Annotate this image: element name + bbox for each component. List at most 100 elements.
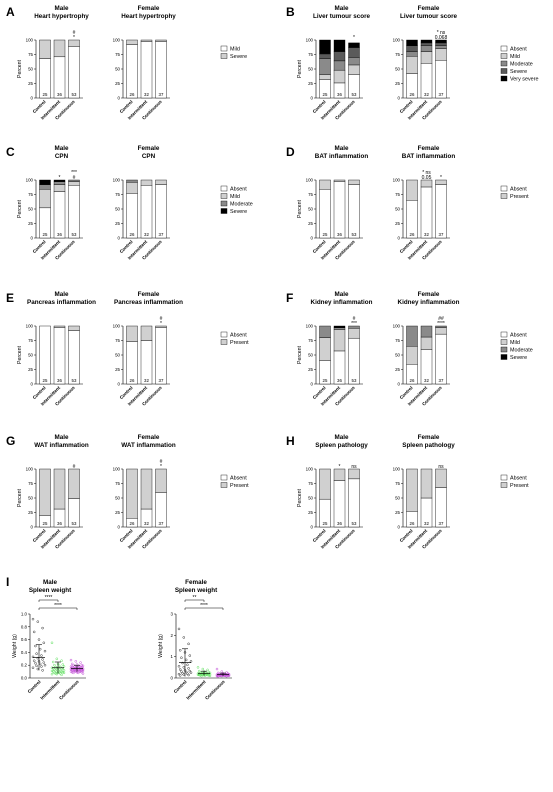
y-tick-label: 50 xyxy=(395,67,400,72)
data-point xyxy=(203,674,207,677)
significance-label: # xyxy=(73,30,76,36)
significance-label: 0.05 xyxy=(422,175,432,181)
y-tick-label: 75 xyxy=(115,52,120,57)
n-label: 25 xyxy=(323,232,328,237)
bar-segment xyxy=(406,325,418,347)
n-label: 25 xyxy=(323,521,328,526)
data-point xyxy=(61,670,65,674)
bar-segment xyxy=(333,468,346,481)
data-point xyxy=(35,652,38,655)
bar-segment xyxy=(126,182,138,194)
legend-swatch xyxy=(500,193,508,199)
bar-segment xyxy=(140,41,153,99)
y-tick-label: 50 xyxy=(28,496,33,501)
n-label: 26 xyxy=(130,521,135,526)
data-point xyxy=(59,669,62,673)
bar-segment xyxy=(319,39,331,55)
bar-segment xyxy=(53,179,66,182)
subplot-title: Female xyxy=(418,434,440,441)
bar-segment xyxy=(126,179,138,183)
bar-segment xyxy=(406,179,418,201)
y-tick-label: 75 xyxy=(115,192,120,197)
data-point xyxy=(31,655,35,659)
data-point xyxy=(180,656,183,659)
comparison-label: **** xyxy=(200,603,208,609)
data-point xyxy=(196,673,200,677)
y-tick-label: 50 xyxy=(115,207,120,212)
y-tick-label: 0 xyxy=(311,96,314,101)
data-point xyxy=(79,661,82,664)
legend-swatch xyxy=(220,185,228,192)
panel-label: B xyxy=(286,5,295,19)
subplot-subtitle: BAT inflammation xyxy=(315,153,369,160)
bar-segment xyxy=(435,45,447,49)
comparison-bracket xyxy=(184,607,224,610)
n-label: 37 xyxy=(159,92,164,97)
y-tick-label: 75 xyxy=(28,192,33,197)
n-label: 37 xyxy=(439,92,444,97)
y-tick-label: 0 xyxy=(311,236,314,241)
n-label: 53 xyxy=(352,521,357,526)
y-tick-label: 25 xyxy=(395,510,400,515)
subplot-title: Female xyxy=(418,291,440,298)
bar-segment xyxy=(53,468,66,510)
significance-label: ns xyxy=(351,464,357,470)
subplot-title: Male xyxy=(55,5,69,12)
bar-segment xyxy=(126,44,138,99)
y-tick-label: 100 xyxy=(26,178,34,183)
data-point xyxy=(225,675,228,678)
legend-swatch xyxy=(220,331,228,338)
n-label: 32 xyxy=(424,232,429,237)
bar-segment xyxy=(333,39,346,52)
bar-segment xyxy=(140,185,153,239)
n-label: 53 xyxy=(72,378,77,383)
significance-label: * ns xyxy=(422,170,431,176)
y-tick-label: 0 xyxy=(171,676,174,681)
bar-segment xyxy=(435,42,447,47)
y-tick-label: 25 xyxy=(115,221,120,226)
y-tick-label: 100 xyxy=(393,467,401,472)
subplot-title: Male xyxy=(335,5,349,12)
y-tick-label: 0.0 xyxy=(21,676,28,681)
y-tick-label: 0 xyxy=(398,96,401,101)
y-tick-label: 100 xyxy=(113,38,121,43)
y-tick-label: 0 xyxy=(118,236,121,241)
data-point xyxy=(50,672,54,676)
bar-segment xyxy=(155,39,167,42)
y-tick-label: 75 xyxy=(28,52,33,57)
data-point xyxy=(38,662,42,666)
bar-segment xyxy=(435,184,447,239)
bar-segment xyxy=(333,60,346,71)
n-label: 53 xyxy=(72,521,77,526)
subplot-title: Female xyxy=(138,145,160,152)
data-point xyxy=(70,667,74,671)
y-tick-label: 50 xyxy=(115,496,120,501)
legend-label: Present xyxy=(230,483,249,489)
bar-segment xyxy=(406,51,418,57)
significance-label: ns xyxy=(438,464,444,470)
bar-segment xyxy=(348,47,360,58)
bar-segment xyxy=(420,45,433,52)
legend-swatch xyxy=(500,75,508,82)
y-tick-label: 75 xyxy=(395,481,400,486)
subplot-subtitle: Heart hypertrophy xyxy=(34,13,89,20)
bar-segment xyxy=(68,179,80,182)
n-label: 25 xyxy=(43,92,48,97)
data-point xyxy=(40,654,43,657)
y-tick-label: 100 xyxy=(306,324,314,329)
y-tick-label: 1.0 xyxy=(21,612,28,617)
category-label: Continuous xyxy=(204,679,226,701)
legend-label: Moderate xyxy=(230,202,253,208)
n-label: 36 xyxy=(57,92,62,97)
y-tick-label: 100 xyxy=(113,178,121,183)
bar-segment xyxy=(140,468,153,510)
data-point xyxy=(41,626,44,630)
subplot-title: Male xyxy=(335,434,349,441)
y-tick-label: 50 xyxy=(308,67,313,72)
bar-segment xyxy=(406,468,418,512)
y-tick-label: 25 xyxy=(395,81,400,86)
y-axis-label: Percent xyxy=(17,346,23,364)
data-point xyxy=(42,661,46,664)
